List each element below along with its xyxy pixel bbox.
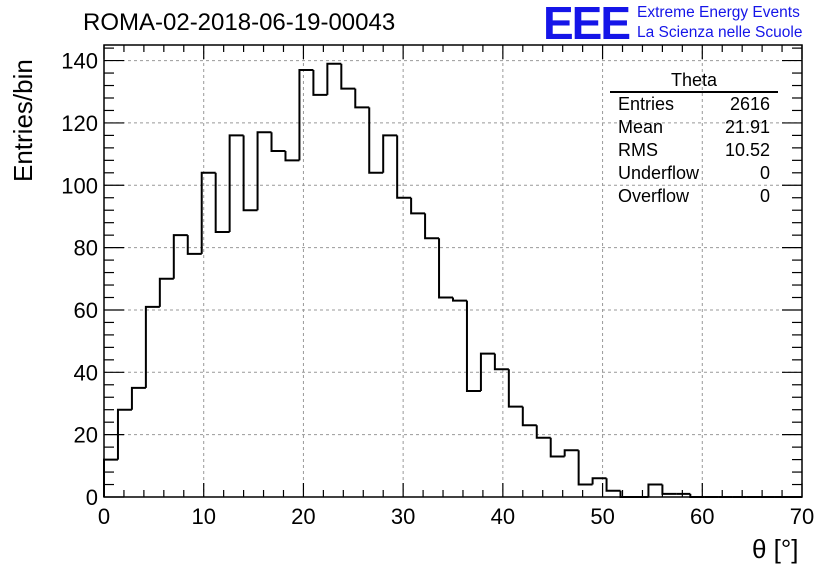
- histogram-bin: [228, 134, 244, 233]
- x-tick-label: 20: [291, 504, 315, 529]
- histogram-bin: [382, 134, 398, 173]
- y-tick-label: 100: [61, 173, 98, 198]
- histogram-bin: [116, 408, 132, 460]
- plot-frame: [103, 44, 803, 498]
- histogram-bin: [661, 484, 677, 495]
- histogram-bin: [410, 197, 426, 215]
- histogram-bin: [396, 135, 412, 199]
- logo-line-2: La Scienza nelle Scuole: [637, 24, 803, 41]
- tick-labels: 0 10 20 30 40 50 60 70 0 20 40 60 80 100 120 140: [61, 49, 814, 529]
- stats-value: 2616: [729, 94, 770, 114]
- stats-label: Entries: [618, 94, 675, 114]
- histogram-bin: [186, 235, 202, 255]
- stats-label: Underflow: [618, 163, 700, 183]
- y-tick-label: 140: [61, 49, 98, 74]
- histogram-bin: [577, 450, 593, 486]
- x-tick-label: 0: [98, 504, 110, 529]
- y-tick-label: 60: [74, 298, 98, 323]
- histogram-bin: [144, 305, 160, 388]
- histogram-bin: [535, 425, 551, 439]
- histogram-bin: [158, 277, 174, 307]
- chart-title: ROMA-02-2018-06-19-00043: [83, 9, 396, 36]
- stats-title: Theta: [610, 70, 778, 93]
- stats-row: Mean 21.91: [610, 116, 778, 139]
- histogram-bin: [605, 478, 621, 492]
- y-axis-label: Entries/bin: [8, 59, 38, 182]
- x-tick-label: 50: [590, 504, 614, 529]
- histogram-bin: [312, 69, 328, 96]
- stats-row: RMS 10.52: [610, 139, 778, 162]
- logo-line-1: Extreme Energy Events: [637, 4, 800, 21]
- histogram-bin: [507, 369, 523, 408]
- histogram-bin: [270, 132, 286, 152]
- eee-logo: EEE: [543, 0, 631, 49]
- stats-value: 0: [759, 186, 770, 206]
- plot-border: [103, 44, 803, 498]
- histogram-bin: [563, 449, 579, 457]
- histogram-bin: [452, 297, 467, 302]
- histogram-bin: [298, 68, 314, 161]
- histogram-bin: [438, 238, 453, 299]
- histogram-bin: [424, 213, 440, 240]
- histogram-bin: [242, 135, 258, 212]
- histogram-bin: [465, 300, 481, 393]
- stats-row: Overflow 0: [610, 185, 778, 208]
- stats-row: Underflow 0: [610, 162, 778, 185]
- stats-value: 21.91: [724, 117, 770, 137]
- grid-lines: [104, 45, 802, 497]
- stats-value: 0: [759, 163, 770, 183]
- y-tick-label: 80: [74, 236, 98, 261]
- x-tick-label: 10: [191, 504, 215, 529]
- histogram-bin: [591, 477, 607, 485]
- y-tick-label: 20: [74, 423, 98, 448]
- histogram-bin: [479, 352, 495, 392]
- histogram-bin: [130, 386, 146, 410]
- x-tick-label: 70: [790, 504, 814, 529]
- x-tick-label: 40: [491, 504, 515, 529]
- histogram-bin: [103, 458, 118, 497]
- histogram-bins: [103, 62, 802, 498]
- stats-label: Overflow: [618, 186, 690, 206]
- stats-value: 10.52: [724, 140, 770, 160]
- histogram-bin: [549, 437, 565, 458]
- stats-label: RMS: [618, 140, 658, 160]
- x-axis-label: θ [°]: [752, 534, 799, 564]
- stats-row: Entries 2616: [610, 93, 778, 116]
- histogram-bin: [493, 353, 509, 371]
- stats-box: Theta Entries 2616 Mean 21.91 RMS 10.52 Und…: [610, 70, 778, 208]
- histogram-bin: [340, 63, 356, 90]
- histogram-bin: [326, 62, 342, 95]
- stats-label: Mean: [618, 117, 664, 137]
- histogram-bin: [647, 483, 663, 497]
- histogram-bin: [619, 490, 635, 498]
- histogram-bin: [354, 88, 370, 109]
- histogram-bin: [256, 131, 272, 211]
- histogram-bin: [368, 107, 384, 174]
- y-tick-label: 0: [86, 485, 98, 510]
- histogram-bin: [521, 406, 537, 427]
- logo-caption: Extreme Energy Events La Scienza nelle S…: [637, 3, 802, 43]
- axis-ticks: [103, 45, 803, 498]
- histogram-bin: [284, 150, 300, 162]
- y-tick-label: 120: [61, 111, 98, 136]
- histogram-bin: [172, 234, 188, 279]
- x-tick-label: 30: [391, 504, 415, 529]
- histogram-bin: [200, 171, 216, 254]
- histogram-bin: [214, 172, 230, 234]
- histogram-bin: [689, 493, 705, 498]
- x-tick-label: 60: [690, 504, 714, 529]
- y-tick-label: 40: [74, 360, 98, 385]
